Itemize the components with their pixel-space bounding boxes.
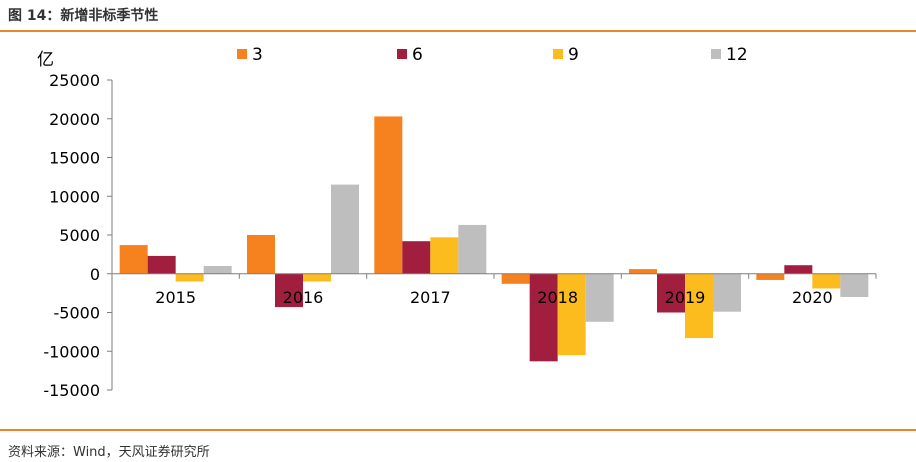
y-tick-label: 10000	[49, 187, 100, 206]
bar	[557, 273, 586, 356]
source-note: 资料来源：Wind，天风证券研究所	[8, 445, 210, 460]
legend-swatch	[711, 49, 721, 59]
x-axis: 2015 2016 2017 2018 2019 2020	[112, 273, 877, 307]
x-tick-label: 2020	[792, 288, 833, 307]
bar	[784, 265, 813, 274]
legend: 3 6 9 12	[237, 45, 748, 65]
legend-label: 12	[726, 45, 748, 65]
x-tick-label: 2016	[283, 288, 324, 307]
bottom-rule	[0, 429, 916, 431]
y-tick-label: -15000	[43, 381, 100, 400]
bar-chart: 亿 3 6 9 12 25000 20000 15000 10000 5000 0 -5000 -1…	[37, 45, 877, 400]
legend-label: 3	[252, 45, 263, 65]
y-tick-label: 0	[90, 265, 100, 284]
bar	[119, 245, 148, 274]
x-tick-label: 2015	[155, 288, 196, 307]
bar	[756, 273, 785, 280]
y-tick-label: 25000	[49, 71, 100, 90]
bar	[685, 273, 713, 339]
bar	[840, 273, 869, 297]
bar	[374, 116, 403, 274]
figure-title: 图 14：新增非标季节性	[8, 8, 159, 24]
bar	[812, 273, 841, 289]
y-tick-label: 5000	[59, 226, 100, 245]
bar	[331, 184, 359, 274]
y-axis: 25000 20000 15000 10000 5000 0 -5000 -10000 -150…	[43, 71, 113, 400]
bar	[247, 235, 275, 274]
bar	[402, 241, 431, 274]
bar	[501, 273, 530, 284]
bar	[629, 269, 657, 274]
x-tick-label: 2019	[665, 288, 706, 307]
y-unit-label: 亿	[37, 50, 54, 70]
bar	[303, 273, 331, 282]
legend-label: 9	[568, 45, 579, 65]
x-tick-label: 2018	[537, 288, 578, 307]
legend-swatch	[553, 49, 563, 59]
y-tick-label: 15000	[49, 149, 100, 168]
legend-swatch	[237, 49, 247, 59]
legend-label: 6	[412, 45, 423, 65]
y-tick-label: 20000	[49, 110, 100, 129]
bar	[203, 266, 232, 274]
bar	[529, 273, 558, 362]
bar	[585, 273, 614, 322]
legend-swatch	[397, 49, 407, 59]
top-rule	[0, 30, 916, 32]
bars	[119, 116, 869, 362]
y-tick-label: -5000	[54, 304, 101, 323]
bar	[175, 273, 204, 282]
bar	[147, 255, 176, 274]
y-tick-label: -10000	[43, 342, 100, 361]
bar	[713, 273, 741, 312]
bar	[657, 273, 685, 313]
bar	[458, 224, 487, 274]
x-tick-label: 2017	[410, 288, 451, 307]
bar	[430, 237, 459, 274]
bar	[275, 273, 303, 308]
